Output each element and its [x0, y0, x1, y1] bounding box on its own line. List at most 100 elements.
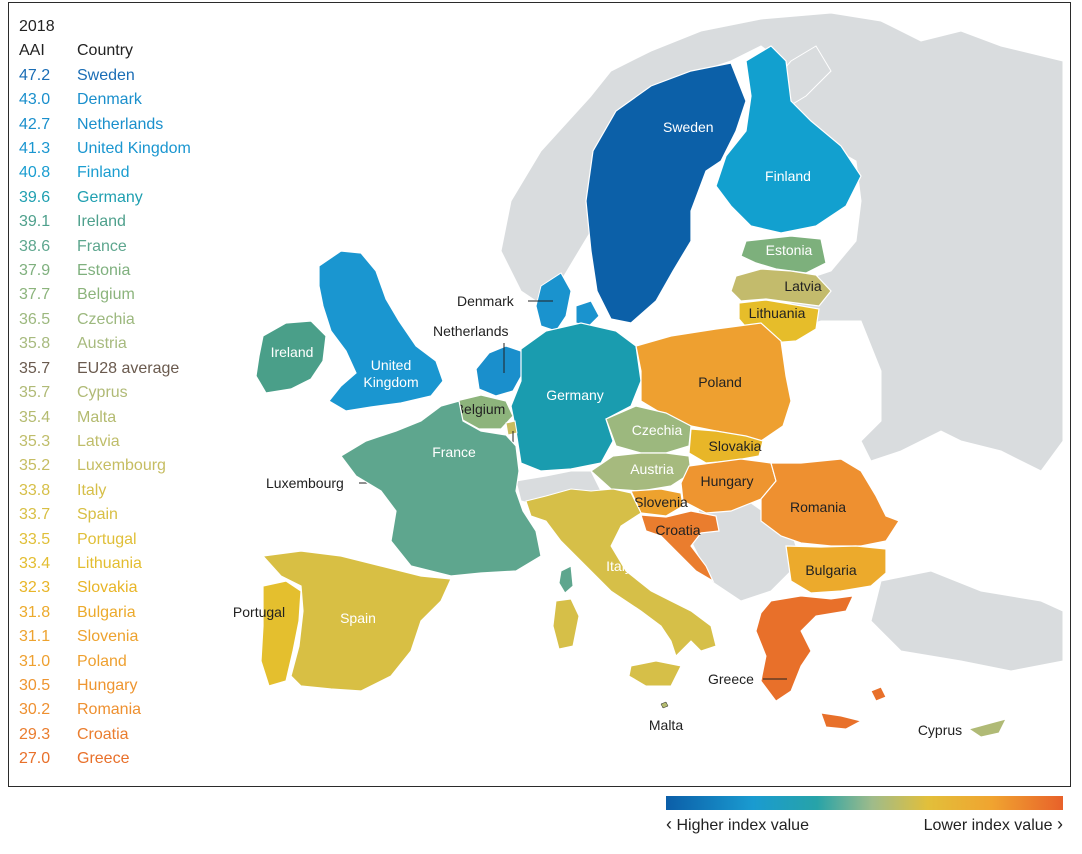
ranking-row: 35.8 Austria [19, 332, 191, 356]
ranking-value: 40.8 [19, 164, 51, 182]
country-denmark[interactable] [535, 272, 600, 332]
label-france: France [432, 444, 476, 460]
ranking-row: 35.3 Latvia [19, 430, 191, 454]
ranking-country: Poland [77, 652, 127, 670]
ranking-row: 36.5 Czechia [19, 308, 191, 332]
ranking-col-value-header: AAI [19, 42, 45, 60]
ranking-country: Spain [77, 506, 118, 524]
ranking-row: 33.4 Lithuania [19, 552, 191, 576]
label-croatia: Croatia [655, 522, 700, 538]
label-lithuania: Lithuania [749, 305, 806, 321]
ranking-country: Malta [77, 408, 117, 426]
ranking-value: 41.3 [19, 140, 51, 158]
ranking-country: France [77, 237, 127, 255]
ranking-country: Luxembourg [77, 457, 166, 475]
country-france-corsica [558, 565, 574, 594]
label-belgium: Belgium [455, 401, 506, 417]
ranking-row: 35.7 Cyprus [19, 381, 191, 405]
country-austria[interactable] [590, 452, 692, 492]
ranking-value: 35.8 [19, 335, 51, 353]
ranking-country: Netherlands [77, 115, 164, 133]
ranking-value: 33.5 [19, 530, 51, 548]
label-portugal: Portugal [233, 604, 285, 620]
label-malta: Malta [649, 717, 683, 733]
ranking-row: 43.0 Denmark [19, 88, 191, 112]
label-ireland: Ireland [271, 344, 314, 360]
country-italy[interactable] [525, 488, 717, 687]
country-bulgaria[interactable] [785, 545, 887, 594]
ranking-country: Germany [77, 188, 143, 206]
country-croatia[interactable] [640, 510, 720, 583]
ranking-row: 33.7 Spain [19, 503, 191, 527]
country-romania[interactable] [760, 458, 900, 547]
ranking-row: 32.3 Slovakia [19, 576, 191, 600]
country-latvia[interactable] [730, 268, 832, 307]
ranking-value: 27.0 [19, 750, 51, 768]
ranking-rows: 47.2 Sweden 43.0 Denmark 42.7 Netherlands 41.3… [19, 64, 191, 772]
ranking-year: 2018 [19, 18, 55, 35]
ranking-value: 35.7 [19, 359, 51, 377]
country-france[interactable] [340, 400, 542, 577]
ranking-value: 37.7 [19, 286, 51, 304]
label-czechia: Czechia [632, 422, 683, 438]
ranking-row: 30.5 Hungary [19, 674, 191, 698]
ranking-country: EU28 average [77, 359, 180, 377]
ranking-country: Belgium [77, 286, 135, 304]
label-germany: Germany [546, 387, 604, 403]
ranking-value: 35.3 [19, 432, 51, 450]
country-slovakia[interactable] [688, 428, 764, 464]
country-malta[interactable] [660, 701, 669, 709]
ranking-col-country-header: Country [77, 42, 134, 60]
ranking-country: Portugal [77, 530, 137, 548]
label-denmark: Denmark [457, 293, 515, 309]
ranking-row: 41.3 United Kingdom [19, 137, 191, 161]
country-greece[interactable] [755, 595, 887, 730]
ranking-value: 33.7 [19, 506, 51, 524]
country-ireland[interactable] [255, 320, 327, 394]
ranking-country: Latvia [77, 432, 120, 450]
ranking-value: 33.8 [19, 481, 51, 499]
map-frame: Sweden Finland Estonia Latvia Lithuania … [8, 2, 1071, 787]
ranking-value: 38.6 [19, 237, 51, 255]
country-portugal[interactable] [260, 580, 302, 687]
ranking-country: Sweden [77, 66, 135, 84]
chevron-left-icon: ‹ [666, 814, 672, 834]
ranking-value: 35.7 [19, 384, 51, 402]
label-sweden: Sweden [663, 119, 714, 135]
ranking-country: Italy [77, 481, 107, 499]
ranking-country: Ireland [77, 213, 126, 231]
country-finland[interactable] [715, 45, 862, 234]
label-latvia: Latvia [784, 278, 822, 294]
label-austria: Austria [630, 461, 674, 477]
label-italy: Italy [606, 558, 632, 574]
ranking-country: Austria [77, 335, 127, 353]
ranking-row: 31.0 Poland [19, 650, 191, 674]
legend-right: Lower index value › [924, 814, 1063, 835]
ranking-country: Estonia [77, 262, 131, 280]
ranking-row: 35.2 Luxembourg [19, 454, 191, 478]
ranking-value: 36.5 [19, 310, 51, 328]
ranking-value: 31.8 [19, 603, 51, 621]
country-cyprus[interactable] [967, 718, 1007, 738]
label-poland: Poland [698, 374, 742, 390]
ranking-row: 37.7 Belgium [19, 283, 191, 307]
ranking-row: 39.6 Germany [19, 186, 191, 210]
country-uk[interactable] [318, 250, 444, 412]
label-cyprus: Cyprus [918, 722, 962, 738]
country-spain[interactable] [261, 550, 452, 692]
legend-right-label: Lower index value [923, 817, 1053, 834]
country-netherlands[interactable] [475, 345, 524, 397]
ranking-value: 31.1 [19, 628, 51, 646]
chevron-right-icon: › [1057, 814, 1063, 834]
europe-map: Sweden Finland Estonia Latvia Lithuania … [233, 12, 1064, 738]
label-hungary: Hungary [701, 473, 754, 489]
label-finland: Finland [765, 168, 811, 184]
ranking-header-row: AAI Country [19, 39, 191, 63]
country-luxembourg[interactable] [505, 420, 518, 436]
ranking-value: 30.2 [19, 701, 51, 719]
country-poland[interactable] [635, 322, 792, 442]
ranking-value: 35.4 [19, 408, 51, 426]
ranking-row: 30.2 Romania [19, 698, 191, 722]
ranking-country: Slovenia [77, 628, 139, 646]
country-sweden[interactable] [585, 62, 747, 324]
